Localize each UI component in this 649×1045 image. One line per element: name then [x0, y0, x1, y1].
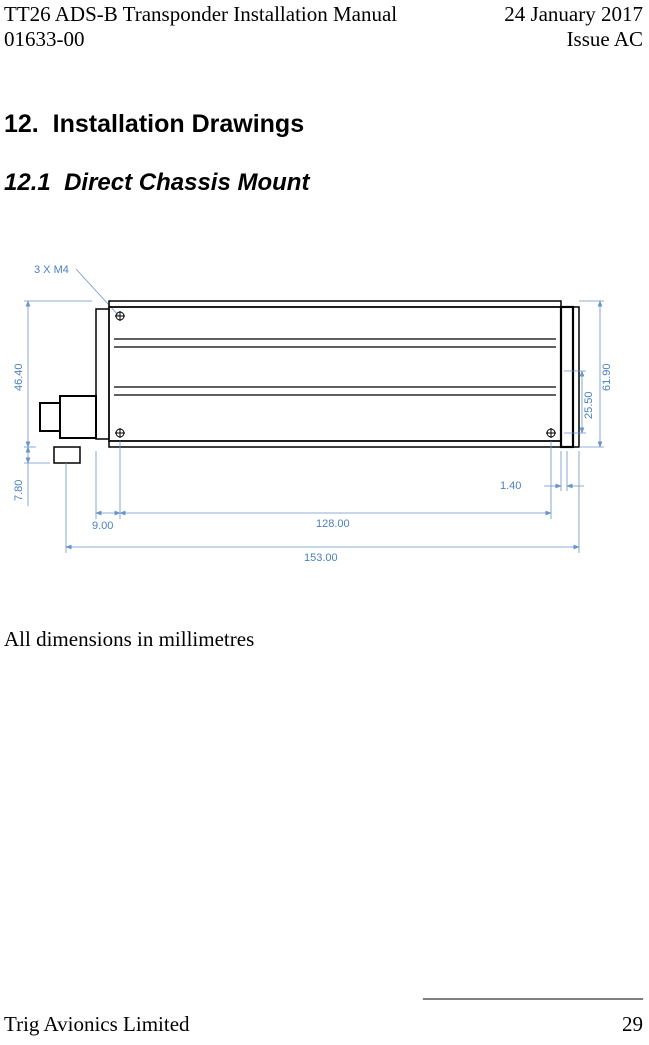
svg-text:153.00: 153.00 [304, 552, 338, 564]
dim-153: 153.00 [66, 451, 579, 564]
dim-128: 128.00 [120, 441, 551, 530]
footer-company: Trig Avionics Limited [4, 1012, 190, 1037]
footer-rule: ______________________ [423, 980, 643, 1003]
svg-text:9.00: 9.00 [92, 520, 113, 532]
dim-46-40: 46.40 [13, 301, 92, 447]
dim-9-00: 9.00 [92, 441, 120, 532]
doc-date: 24 January 2017 [504, 2, 643, 27]
page-header: TT26 ADS-B Transponder Installation Manu… [0, 0, 649, 52]
svg-text:46.40: 46.40 [13, 363, 25, 391]
dim-7-80: 7.80 [13, 447, 50, 506]
svg-text:128.00: 128.00 [316, 518, 350, 530]
svg-text:25.50: 25.50 [583, 391, 595, 419]
subsection-title: Direct Chassis Mount [64, 169, 309, 196]
section-heading: 12. Installation Drawings [4, 110, 649, 139]
header-right: 24 January 2017 Issue AC [504, 2, 643, 52]
doc-issue: Issue AC [504, 27, 643, 52]
dim-61-90: 61.90 [579, 301, 613, 447]
chassis-body [40, 301, 579, 463]
svg-text:1.40: 1.40 [500, 480, 521, 492]
dim-hole-callout: 3 X M4 [34, 264, 69, 276]
section-title: Installation Drawings [53, 110, 304, 138]
svg-text:61.90: 61.90 [601, 363, 613, 391]
svg-text:7.80: 7.80 [13, 480, 25, 501]
header-left: TT26 ADS-B Transponder Installation Manu… [4, 2, 397, 52]
doc-number: 01633-00 [4, 27, 397, 52]
dimensions-note: All dimensions in millimetres [4, 627, 649, 652]
dim-1-40: 1.40 [500, 451, 584, 492]
footer-page-number: 29 [622, 1012, 643, 1037]
page-footer: Trig Avionics Limited 29 [4, 1012, 643, 1037]
technical-drawing: 3 X M4 [4, 261, 616, 571]
subsection-number: 12.1 [4, 169, 51, 196]
doc-title: TT26 ADS-B Transponder Installation Manu… [4, 2, 397, 27]
section-number: 12. [4, 110, 39, 138]
subsection-heading: 12.1 Direct Chassis Mount [4, 169, 649, 197]
drawing-svg: 3 X M4 [4, 261, 616, 571]
